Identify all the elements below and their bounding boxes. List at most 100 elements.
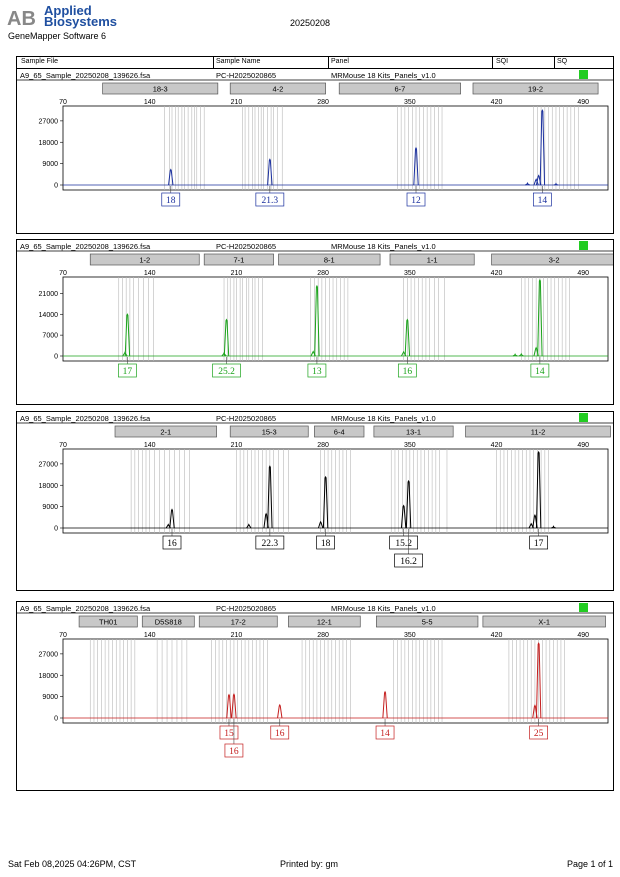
x-tick-label: 420	[491, 270, 503, 277]
allele-call-label: 14	[538, 196, 548, 206]
x-tick-label: 490	[577, 99, 589, 106]
logo-mark: AB	[7, 8, 36, 28]
allele-call-box	[529, 535, 548, 550]
marker-label: 1-2	[139, 256, 150, 265]
col-panel: Panel	[331, 58, 349, 65]
x-tick-label: 210	[231, 442, 243, 449]
allele-call-box	[394, 553, 423, 568]
allele-call-label: 15.2	[395, 539, 412, 549]
allele-call-label: 25	[534, 729, 544, 739]
allele-call-label: 12	[411, 196, 421, 206]
plot-frame	[62, 276, 609, 362]
x-tick-label: 70	[59, 99, 67, 106]
marker-5-5	[376, 615, 479, 628]
y-tick-label: 27000	[39, 651, 59, 658]
x-tick-label: 210	[231, 270, 243, 277]
x-tick-label: 490	[577, 270, 589, 277]
x-tick-label: 140	[144, 442, 156, 449]
company-line1: Applied	[44, 3, 92, 18]
peak	[168, 168, 174, 186]
allele-call-box	[307, 363, 327, 378]
marker-2-1	[114, 425, 217, 438]
peak	[404, 318, 411, 357]
marker-label: 11-2	[531, 428, 545, 437]
y-tick-label: 27000	[39, 118, 59, 125]
marker-11-2	[465, 425, 611, 438]
sizing-quality-flag	[579, 70, 588, 79]
marker-label: 18-3	[153, 85, 168, 94]
marker-label: 5-5	[422, 618, 433, 627]
allele-call-label: 25.2	[218, 367, 235, 377]
marker-1-2	[89, 253, 200, 266]
marker-label: 15-3	[262, 428, 277, 437]
allele-call-box	[533, 192, 552, 207]
peak	[532, 514, 538, 529]
report-date: 20250208	[290, 18, 331, 28]
marker-label: 7-1	[233, 256, 244, 265]
col-sqi: SQI	[496, 58, 509, 65]
peak	[165, 523, 171, 529]
marker-8-1	[278, 253, 381, 266]
x-tick-label: 140	[144, 632, 156, 639]
marker-17-2	[198, 615, 278, 628]
x-tick-label: 210	[231, 99, 243, 106]
allele-call-box	[255, 192, 285, 207]
company-name: Applied Biosystems	[44, 3, 117, 28]
peak	[277, 703, 283, 719]
marker-12-1	[288, 615, 361, 628]
marker-13-1	[373, 425, 454, 438]
y-tick-label: 7000	[42, 333, 58, 340]
peak	[533, 178, 539, 186]
y-tick-label: 0	[54, 716, 58, 723]
allele-call-label: 14	[535, 367, 545, 377]
peak	[314, 284, 320, 357]
sample-name-value: PC-H2025020865	[216, 71, 276, 80]
electropherogram-black: A9_65_Sample_20250208_139626.fsa PC-H2025…	[17, 413, 613, 568]
y-tick-label: 18000	[39, 483, 59, 490]
peak	[400, 504, 407, 529]
electropherogram-blue: A9_65_Sample_20250208_139626.fsa PC-H2025…	[17, 70, 613, 207]
sample-file-value: A9_65_Sample_20250208_139626.fsa	[20, 71, 151, 80]
y-tick-label: 27000	[39, 461, 59, 468]
sizing-quality-flag	[579, 603, 588, 612]
x-tick-label: 280	[317, 270, 329, 277]
plot-frame	[62, 105, 609, 191]
peak	[532, 704, 538, 719]
peak	[535, 174, 542, 186]
peak	[246, 523, 252, 529]
x-tick-label: 350	[404, 442, 416, 449]
allele-call-label: 17	[123, 367, 133, 377]
peak	[124, 313, 131, 357]
allele-call-box	[530, 363, 550, 378]
marker-label: 19-2	[528, 85, 543, 94]
peak	[535, 450, 542, 529]
y-tick-label: 18000	[39, 673, 59, 680]
electropherogram-red: A9_65_Sample_20250208_139626.fsa PC-H2025…	[17, 603, 613, 758]
marker-X-1	[482, 615, 606, 628]
peak	[322, 475, 329, 529]
allele-call-box	[316, 535, 335, 550]
marker-label: 2-1	[160, 428, 171, 437]
sample-name-value: PC-H2025020865	[216, 242, 276, 251]
marker-label: 1-1	[427, 256, 438, 265]
marker-15-3	[229, 425, 309, 438]
marker-7-1	[203, 253, 274, 266]
allele-call-box	[529, 725, 548, 740]
x-tick-label: 280	[317, 99, 329, 106]
allele-call-box	[162, 535, 182, 550]
allele-call-box	[406, 192, 426, 207]
y-tick-label: 9000	[42, 504, 58, 511]
marker-4-2	[229, 82, 326, 95]
peak	[405, 479, 412, 529]
electropherogram-panel-black: A9_65_Sample_20250208_139626.fsa PC-H2025…	[16, 411, 614, 591]
peak	[413, 146, 419, 186]
allele-call-box	[161, 192, 181, 207]
allele-call-box	[224, 743, 244, 758]
y-tick-label: 18000	[39, 140, 59, 147]
x-tick-label: 420	[491, 442, 503, 449]
col-sample-file: Sample File	[21, 58, 58, 65]
peak	[518, 352, 524, 357]
x-tick-label: 140	[144, 99, 156, 106]
peak	[317, 520, 324, 529]
panel-value: MRMouse 18 Kits_Panels_v1.0	[331, 71, 436, 80]
